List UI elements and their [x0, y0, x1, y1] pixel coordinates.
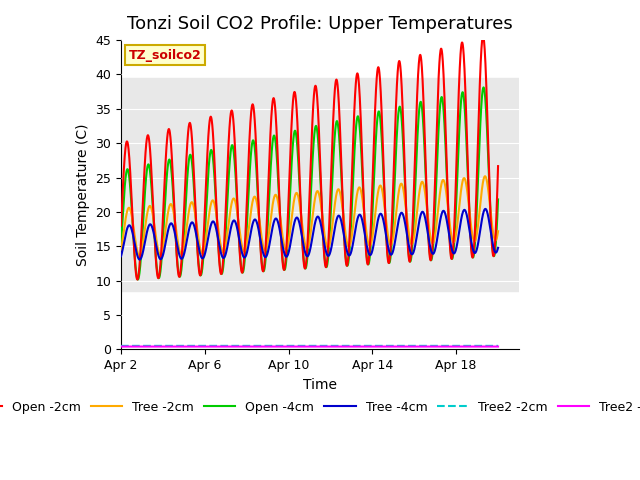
Open -2cm	[301, 265, 308, 271]
Tree2 -2cm	[117, 343, 125, 349]
Tree -2cm	[414, 200, 422, 205]
Tree -2cm	[136, 253, 143, 259]
Tree -2cm	[494, 228, 502, 234]
Tree2 -4cm	[483, 344, 491, 349]
Tree2 -4cm	[414, 344, 422, 349]
Tree -4cm	[484, 210, 492, 216]
Tree -2cm	[136, 252, 144, 257]
Tree -2cm	[117, 247, 125, 252]
Line: Tree -2cm: Tree -2cm	[121, 176, 498, 256]
Open -2cm	[484, 118, 492, 124]
Tree2 -4cm	[494, 344, 502, 349]
Open -2cm	[117, 223, 125, 228]
Tree -2cm	[481, 173, 489, 179]
Open -4cm	[494, 196, 502, 202]
Open -4cm	[483, 133, 491, 139]
Tree -4cm	[117, 253, 125, 259]
Y-axis label: Soil Temperature (C): Soil Temperature (C)	[76, 123, 90, 266]
Tree -4cm	[483, 210, 491, 216]
Open -4cm	[414, 122, 422, 128]
Tree -4cm	[414, 225, 422, 231]
Open -4cm	[301, 263, 308, 269]
Open -4cm	[134, 276, 141, 282]
X-axis label: Time: Time	[303, 378, 337, 392]
Open -4cm	[484, 137, 492, 143]
Tree -4cm	[494, 245, 502, 251]
Line: Open -4cm: Open -4cm	[121, 87, 498, 279]
Tree -2cm	[484, 182, 492, 188]
Tree2 -2cm	[494, 343, 502, 349]
Tree2 -4cm	[301, 344, 308, 349]
Open -2cm	[134, 276, 141, 282]
Open -4cm	[136, 261, 144, 266]
Open -4cm	[291, 129, 298, 134]
Tree -2cm	[301, 239, 308, 244]
Tree2 -2cm	[291, 343, 298, 349]
Bar	[121, 78, 519, 291]
Text: TZ_soilco2: TZ_soilco2	[129, 48, 202, 61]
Open -2cm	[494, 163, 502, 169]
Tree2 -2cm	[414, 343, 422, 349]
Tree2 -2cm	[136, 343, 144, 349]
Tree2 -4cm	[291, 344, 298, 349]
Tree2 -4cm	[483, 344, 491, 349]
Tree -2cm	[483, 180, 491, 186]
Tree2 -2cm	[483, 343, 491, 349]
Open -2cm	[483, 112, 491, 118]
Line: Open -2cm: Open -2cm	[121, 36, 498, 279]
Open -2cm	[479, 34, 487, 39]
Tree2 -2cm	[301, 343, 308, 349]
Tree -4cm	[136, 257, 143, 263]
Open -2cm	[136, 249, 144, 254]
Open -4cm	[480, 84, 488, 90]
Tree -4cm	[301, 247, 308, 253]
Line: Tree -4cm: Tree -4cm	[121, 209, 498, 260]
Tree -4cm	[481, 206, 489, 212]
Open -4cm	[117, 241, 125, 247]
Tree -4cm	[291, 219, 298, 225]
Title: Tonzi Soil CO2 Profile: Upper Temperatures: Tonzi Soil CO2 Profile: Upper Temperatur…	[127, 15, 513, 33]
Tree -4cm	[136, 256, 144, 262]
Tree2 -4cm	[117, 344, 125, 349]
Tree2 -2cm	[483, 343, 491, 349]
Tree -2cm	[291, 195, 298, 201]
Tree2 -4cm	[136, 344, 144, 349]
Open -2cm	[414, 72, 422, 78]
Legend: Open -2cm, Tree -2cm, Open -4cm, Tree -4cm, Tree2 -2cm, Tree2 -4cm: Open -2cm, Tree -2cm, Open -4cm, Tree -4…	[0, 396, 640, 419]
Open -2cm	[291, 89, 298, 95]
